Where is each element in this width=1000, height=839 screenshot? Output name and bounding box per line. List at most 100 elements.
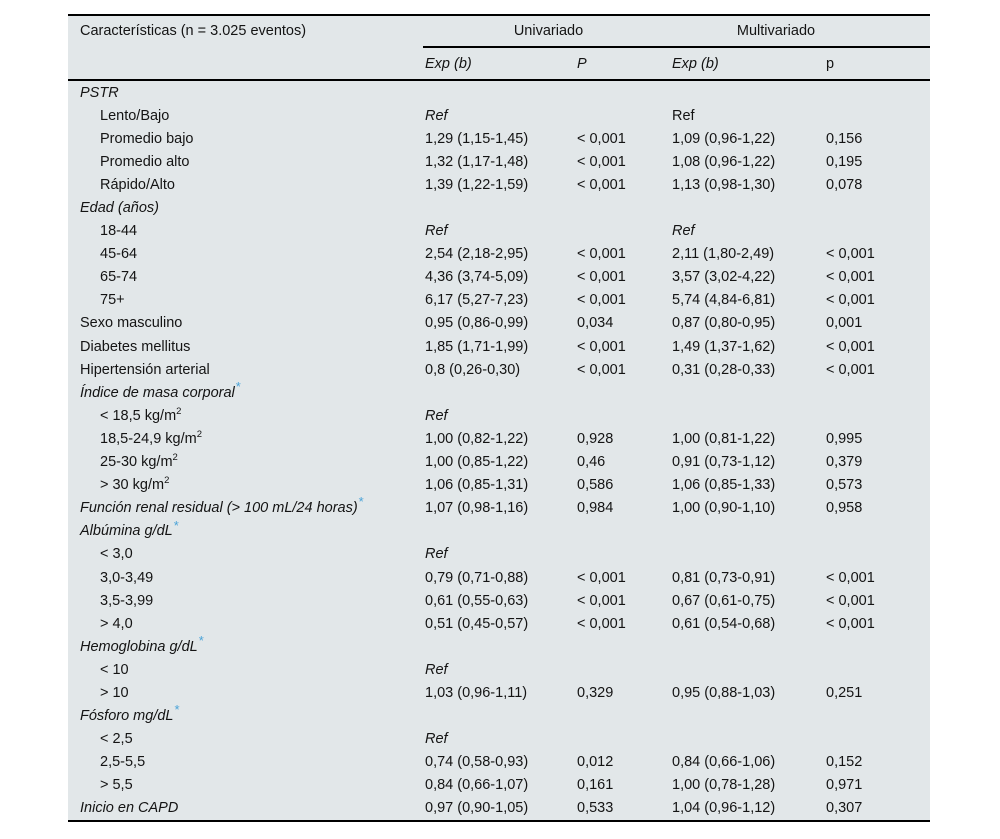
table-row: Promedio bajo 1,29 (1,15-1,45) < 0,001 1,09… [68,127,930,150]
cell-exp-b-univariate: 2,54 (2,18-2,95) [425,246,529,263]
table-row: Diabetes mellitus 1,85 (1,71-1,99) < 0,001… [68,335,930,358]
table-row: 18-44 Ref Ref [68,220,930,243]
cell-p-multivariate: < 0,001 [826,592,875,609]
cell-exp-b-univariate: 0,51 (0,45-0,57) [425,615,529,632]
cell-p-multivariate: 0,251 [826,684,863,701]
cell-p-univariate: < 0,001 [577,292,626,309]
table-subheader: Exp (b) P Exp (b) p [68,48,930,81]
cell-p-univariate: < 0,001 [577,153,626,170]
cell-exp-b-multivariate: 2,11 (1,80-2,49) [672,246,775,263]
cell-exp-b-multivariate: 0,95 (0,88-1,03) [672,684,776,701]
row-label: 45-64 [100,246,138,263]
cell-p-univariate: 0,012 [577,754,614,771]
cell-p-multivariate: 0,156 [826,130,863,147]
footnote-marker: * [358,494,364,510]
cell-p-univariate: 0,533 [577,800,614,817]
table-row: < 3,0 Ref [68,543,930,566]
row-label: 75+ [100,292,125,309]
cell-p-univariate: 0,034 [577,315,614,332]
table-row: Índice de masa corporal* [68,380,930,404]
table-row: > 5,5 0,84 (0,66-1,07) 0,161 1,00 (0,78-1,2… [68,774,930,797]
table-row: > 10 1,03 (0,96-1,11) 0,329 0,95 (0,88-1,03… [68,681,930,704]
footnote-marker: * [174,702,180,718]
cell-p-multivariate: 0,078 [826,176,863,193]
cell-exp-b-multivariate: 0,61 (0,54-0,68) [672,615,776,632]
cell-p-univariate: < 0,001 [577,592,626,609]
table-row: Lento/Bajo Ref Ref [68,104,930,127]
cell-exp-b-multivariate: Ref [672,107,695,124]
cell-p-multivariate: 0,958 [826,500,863,517]
row-label: Fósforo mg/dL* [80,702,180,725]
cell-exp-b-multivariate: 3,57 (3,02-4,22) [672,269,776,286]
cell-p-univariate: 0,329 [577,684,614,701]
cell-p-univariate: < 0,001 [577,246,626,263]
cell-p-multivariate: 0,195 [826,153,863,170]
row-label: Hipertensión arterial [80,361,210,378]
cell-exp-b-univariate: 4,36 (3,74-5,09) [425,269,529,286]
cell-exp-b-multivariate: 1,04 (0,96-1,12) [672,800,776,817]
cell-p-univariate: < 0,001 [577,569,626,586]
table-row: Hipertensión arterial 0,8 (0,26-0,30) < 0,… [68,358,930,381]
cell-p-univariate: < 0,001 [577,615,626,632]
cell-p-multivariate: < 0,001 [826,338,875,355]
table-row: Sexo masculino 0,95 (0,86-0,99) 0,034 0,87 … [68,312,930,335]
cell-exp-b-univariate: Ref [425,661,448,678]
cell-exp-b-univariate: 0,79 (0,71-0,88) [425,569,529,586]
cell-exp-b-multivariate: 0,81 (0,73-0,91) [672,569,776,586]
row-label: 65-74 [100,269,138,286]
statistics-table: Características (n = 3.025 eventos) Univ… [68,14,930,822]
cell-exp-b-univariate: 1,00 (0,85-1,22) [425,454,529,471]
row-label: Diabetes mellitus [80,338,191,355]
cell-p-univariate: < 0,001 [577,338,626,355]
cell-p-multivariate: 0,379 [826,454,863,471]
footnote-marker: * [198,632,204,648]
row-label: > 5,5 [100,777,133,794]
row-label: Promedio bajo [100,130,194,147]
table-row: Rápido/Alto 1,39 (1,22-1,59) < 0,001 1,13 (… [68,173,930,196]
table-row: Hemoglobina g/dL* [68,632,930,658]
cell-exp-b-multivariate: 1,08 (0,96-1,22) [672,153,776,170]
cell-p-multivariate: < 0,001 [826,269,875,286]
table-row: 3,5-3,99 0,61 (0,55-0,63) < 0,001 0,67 (0,6… [68,589,930,612]
footnote-marker: * [173,517,179,533]
row-label: < 18,5 kg/m2 [100,406,182,424]
cell-p-univariate: 0,928 [577,430,614,447]
cell-p-multivariate: 0,001 [826,315,863,332]
cell-exp-b-univariate: 1,39 (1,22-1,59) [425,176,529,193]
row-label: Rápido/Alto [100,176,175,193]
cell-p-multivariate: 0,573 [826,477,863,494]
column-header-characteristics: Características (n = 3.025 eventos) [80,23,307,39]
cell-p-multivariate: 0,995 [826,430,863,447]
cell-exp-b-multivariate: 0,31 (0,28-0,33) [672,361,776,378]
cell-exp-b-univariate: 1,29 (1,15-1,45) [425,130,529,147]
cell-exp-b-univariate: 6,17 (5,27-7,23) [425,292,529,309]
cell-exp-b-univariate: 1,85 (1,71-1,99) [425,338,529,355]
cell-exp-b-univariate: 1,00 (0,82-1,22) [425,430,529,447]
table-row: < 18,5 kg/m2 Ref [68,404,930,427]
table-row: < 2,5 Ref [68,728,930,751]
row-label: Lento/Bajo [100,107,170,124]
row-label: PSTR [80,84,119,101]
row-label: Función renal residual (> 100 mL/24 hora… [80,494,364,517]
cell-p-multivariate: 0,971 [826,777,863,794]
cell-exp-b-univariate: 0,61 (0,55-0,63) [425,592,529,609]
table-row: < 10 Ref [68,658,930,681]
table-row: > 30 kg/m2 1,06 (0,85-1,31) 0,586 1,06 (0,8… [68,474,930,497]
table-row: 18,5-24,9 kg/m2 1,00 (0,82-1,22) 0,928 1,00… [68,427,930,450]
table-row: > 4,0 0,51 (0,45-0,57) < 0,001 0,61 (0,54-0… [68,612,930,635]
column-group-univariate: Univariado [513,23,584,39]
row-label: Sexo masculino [80,315,183,332]
cell-exp-b-multivariate: 1,49 (1,37-1,62) [672,338,776,355]
cell-p-univariate: < 0,001 [577,130,626,147]
cell-exp-b-univariate: 1,07 (0,98-1,16) [425,500,529,517]
cell-p-univariate: < 0,001 [577,176,626,193]
row-label: < 3,0 [100,546,133,563]
table-row: Edad (años) [68,196,930,219]
row-label: 25-30 kg/m2 [100,452,178,471]
row-label: Albúmina g/dL* [80,517,179,540]
row-label: < 10 [100,661,129,678]
row-label: Hemoglobina g/dL* [80,632,204,655]
cell-exp-b-univariate: Ref [425,731,448,748]
cell-exp-b-multivariate: 0,87 (0,80-0,95) [672,315,776,332]
cell-p-multivariate: < 0,001 [826,615,875,632]
